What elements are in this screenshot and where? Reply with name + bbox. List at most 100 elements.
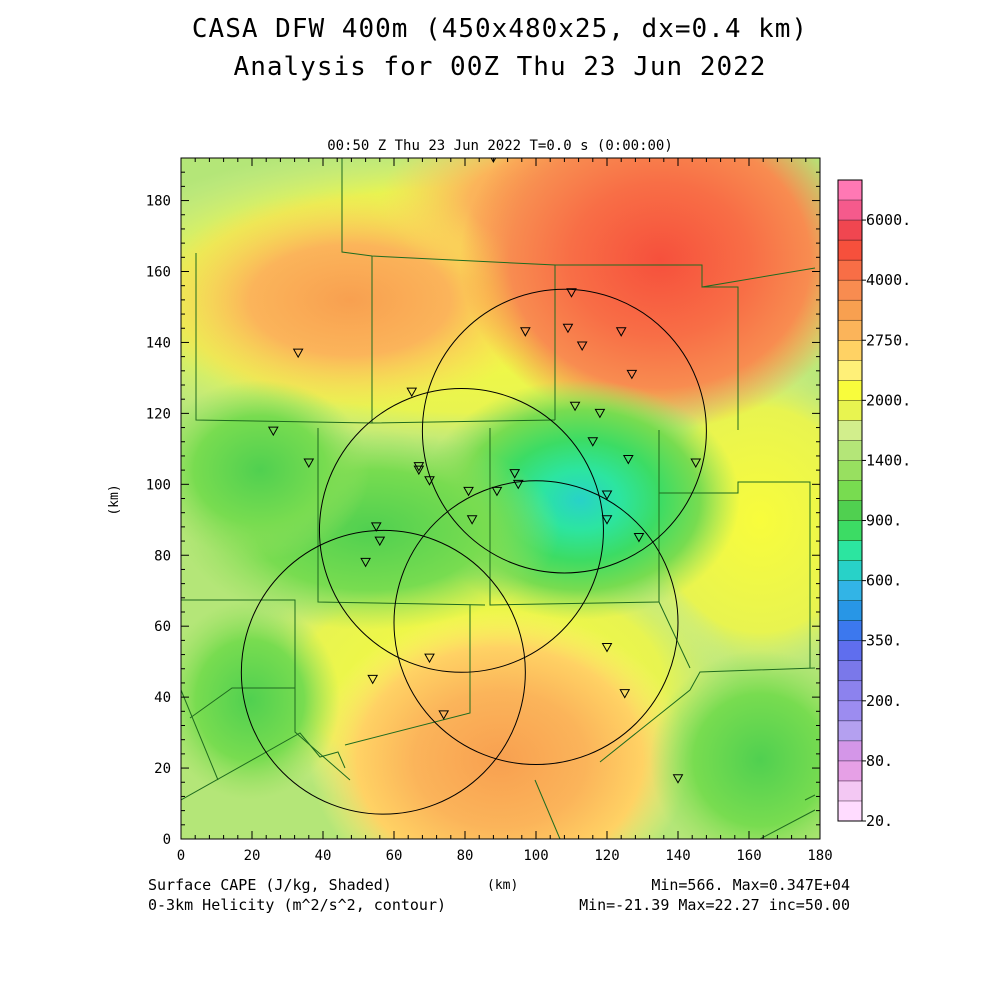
colorbar-label: 350.: [866, 632, 902, 650]
radar-site-markers: [267, 158, 702, 784]
site-marker: [566, 288, 577, 298]
range-ring: [318, 388, 604, 673]
colorbar-label: 600.: [866, 572, 902, 590]
plot-subtitle: 00:50 Z Thu 23 Jun 2022 T=0.0 s (0:00:00…: [327, 138, 673, 154]
site-marker: [303, 458, 315, 469]
colorbar-swatch: [838, 600, 862, 622]
y-tick-label: 180: [146, 194, 171, 210]
x-tick-label: 140: [665, 848, 690, 864]
colorbar-swatch: [838, 680, 862, 702]
colorbar-swatch: [838, 720, 862, 742]
range-ring: [393, 480, 679, 766]
colorbar-swatch: [838, 320, 862, 341]
y-tick-label: 160: [146, 265, 171, 281]
site-marker: [615, 327, 627, 337]
colorbar-swatch: [838, 540, 862, 561]
range-ring: [421, 288, 707, 574]
site-marker: [619, 689, 631, 699]
site-marker: [424, 653, 435, 664]
site-marker: [370, 522, 382, 532]
colorbar-label: 2000.: [866, 391, 911, 409]
colorbar: 20. 80. 200. 350. 600. 900. 1400. 2000. 2750. 400…: [837, 179, 911, 830]
site-marker: [601, 515, 613, 525]
y-tick-label: 100: [146, 477, 171, 493]
colorbar-label: 4000.: [866, 271, 911, 289]
site-marker: [569, 401, 581, 412]
colorbar-swatch: [838, 200, 862, 221]
colorbar-swatch: [838, 280, 862, 301]
y-tick-label: 60: [154, 619, 171, 635]
x-tick-label: 80: [457, 848, 474, 864]
site-marker: [626, 369, 638, 380]
colorbar-swatch: [838, 780, 862, 802]
colorbar-label: 1400.: [866, 451, 911, 469]
radar-range-rings: [240, 288, 707, 815]
range-ring: [240, 529, 526, 815]
y-axis-label: (km): [107, 484, 122, 515]
site-marker: [512, 479, 524, 490]
site-marker: [491, 486, 503, 497]
county-boundaries: [181, 158, 816, 839]
site-marker: [438, 710, 450, 720]
site-marker: [466, 515, 478, 525]
colorbar-label: 6000.: [866, 211, 911, 229]
colorbar-swatch: [838, 380, 862, 401]
y-tick-label: 140: [146, 335, 171, 351]
site-marker: [406, 387, 418, 398]
footer-stats-1: Min=566. Max=0.347E+04: [651, 876, 850, 894]
y-tick-label: 20: [154, 761, 171, 777]
colorbar-swatch: [838, 480, 862, 501]
colorbar-label: 2750.: [866, 331, 911, 349]
colorbar-swatch: [838, 300, 862, 321]
x-tick-label: 120: [594, 848, 619, 864]
colorbar-swatch: [838, 800, 862, 822]
colorbar-swatch: [838, 640, 862, 662]
x-tick-label: 180: [807, 848, 832, 864]
y-tick-label: 40: [154, 690, 171, 706]
colorbar-swatch: [838, 620, 862, 642]
title-line-2: Analysis for 00Z Thu 23 Jun 2022: [233, 52, 767, 82]
site-marker: [690, 458, 702, 469]
colorbar-swatch: [838, 460, 862, 481]
y-tick-label: 0: [163, 832, 171, 848]
site-marker: [601, 642, 613, 653]
site-marker: [519, 327, 531, 337]
cape-shaded-field: [181, 158, 820, 839]
colorbar-swatch: [838, 180, 862, 201]
x-tick-label: 0: [177, 848, 185, 864]
site-marker: [562, 323, 574, 334]
colorbar-label: 20.: [866, 812, 893, 830]
site-marker: [267, 426, 279, 437]
site-marker: [601, 490, 613, 500]
y-tick-label: 80: [154, 548, 171, 564]
x-tick-label: 100: [523, 848, 548, 864]
site-marker: [292, 348, 304, 359]
footer-stats-2: Min=-21.39 Max=22.27 inc=50.00: [579, 896, 850, 914]
colorbar-label: 200.: [866, 692, 902, 710]
footer-field-1: Surface CAPE (J/kg, Shaded): [148, 876, 392, 894]
colorbar-swatch: [838, 220, 862, 241]
colorbar-swatch: [838, 660, 862, 682]
site-marker: [509, 469, 521, 479]
site-marker: [413, 465, 425, 476]
site-marker: [594, 408, 606, 419]
title-line-1: CASA DFW 400m (450x480x25, dx=0.4 km): [191, 14, 809, 44]
colorbar-swatch: [838, 340, 862, 361]
site-marker: [672, 774, 684, 784]
colorbar-swatch: [838, 260, 862, 281]
site-marker: [587, 437, 599, 447]
x-tick-label: 40: [315, 848, 332, 864]
colorbar-swatch: [838, 740, 862, 762]
y-axis: 0 20 40 60 80 100 120 140 160 180: [146, 157, 820, 848]
colorbar-swatch: [838, 520, 862, 541]
site-marker: [367, 674, 379, 685]
colorbar-swatch: [838, 500, 862, 521]
colorbar-swatch: [838, 440, 862, 461]
colorbar-swatch: [838, 700, 862, 722]
x-axis: 0 20 40 60 80 100 120 140 160 180: [177, 158, 833, 864]
x-axis-label: (km): [487, 878, 519, 893]
x-tick-label: 160: [736, 848, 761, 864]
colorbar-swatch: [838, 240, 862, 261]
colorbar-swatch: [838, 420, 862, 441]
